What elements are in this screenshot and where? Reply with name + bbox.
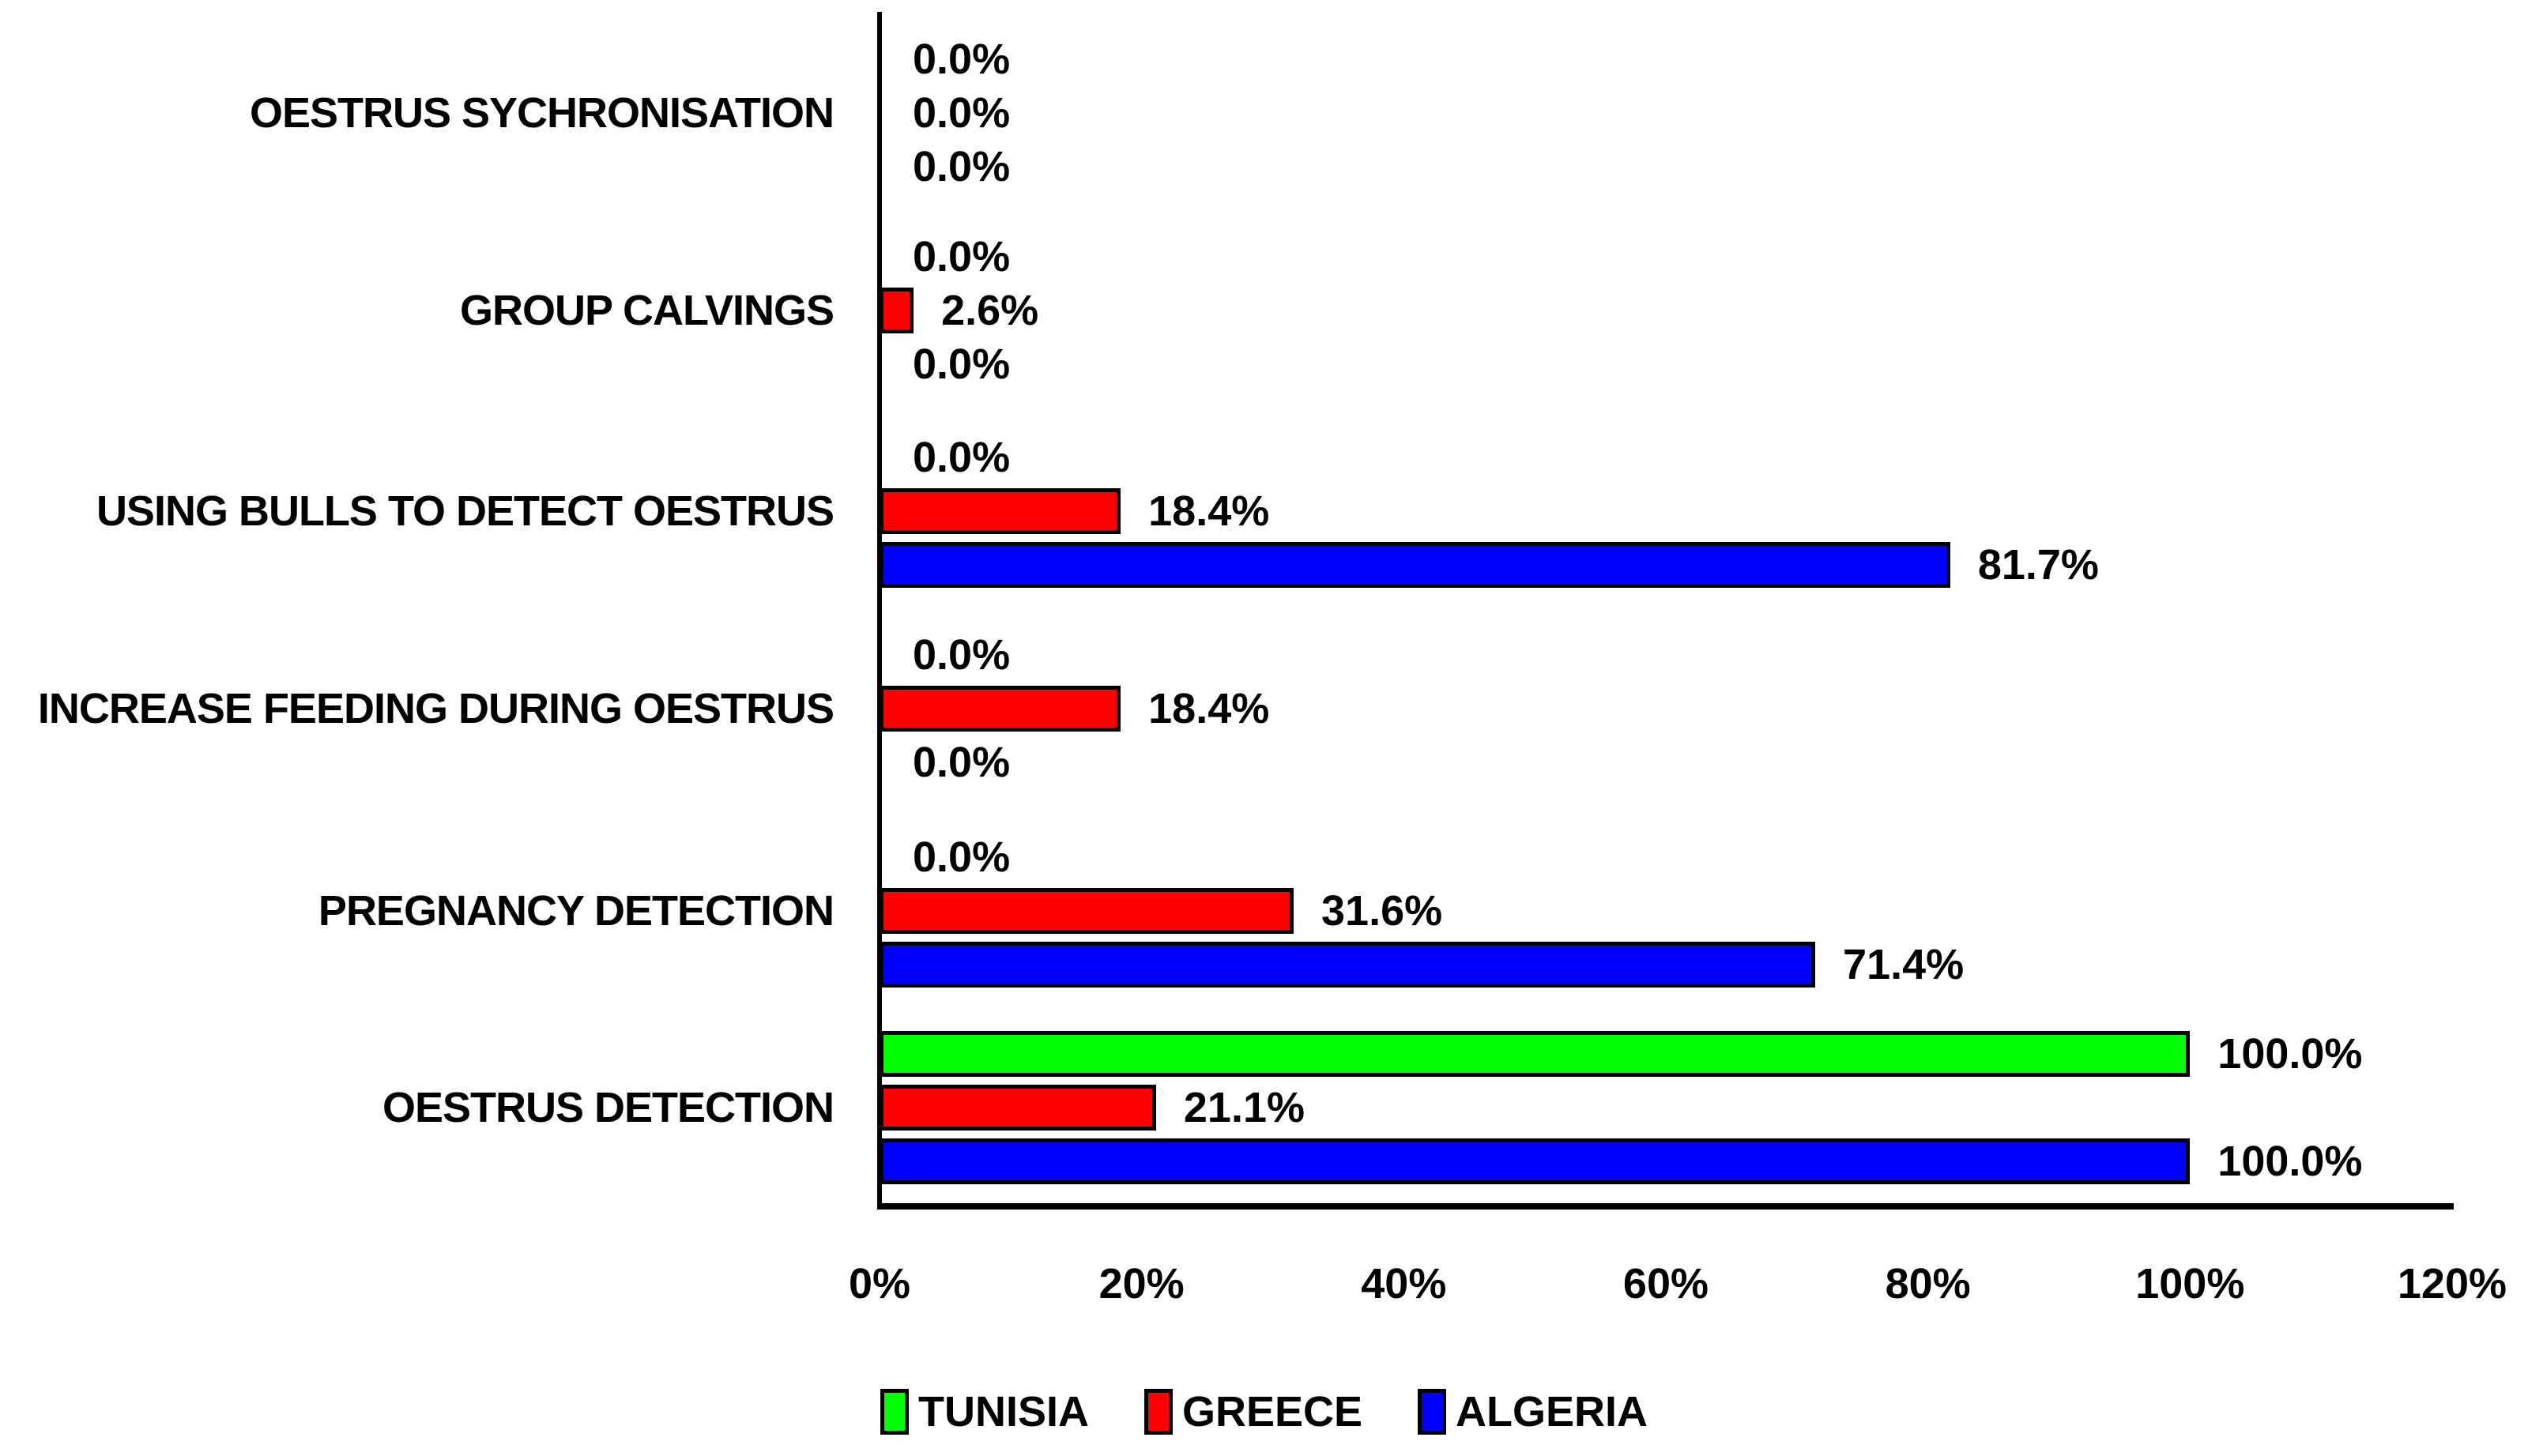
category-label: USING BULLS TO DETECT OESTRUS	[96, 487, 835, 535]
x-tick-label: 80%	[1885, 1260, 1971, 1307]
value-label: 71.4%	[1843, 941, 1965, 988]
value-label: 0.0%	[913, 233, 1011, 280]
value-label: 81.7%	[1977, 541, 2099, 589]
value-label: 100.0%	[2217, 1030, 2363, 1078]
x-tick-label: 100%	[2135, 1260, 2245, 1307]
bar-greece-3	[880, 686, 1121, 732]
bar-greece-4	[880, 888, 1294, 934]
x-tick-label: 120%	[2397, 1260, 2507, 1307]
legend: TUNISIA GREECE ALGERIA	[0, 1386, 2528, 1438]
value-label: 0.0%	[913, 36, 1011, 83]
x-tick-label: 20%	[1098, 1260, 1185, 1307]
value-label: 0.0%	[913, 739, 1011, 786]
value-label: 0.0%	[913, 631, 1011, 679]
bar-algeria-4	[880, 942, 1815, 988]
legend-item-tunisia: TUNISIA	[880, 1386, 1089, 1438]
legend-label: ALGERIA	[1456, 1388, 1648, 1435]
y-axis-line	[877, 12, 882, 1210]
bar-algeria-5	[880, 1138, 2190, 1184]
value-label: 21.1%	[1183, 1084, 1305, 1131]
bar-algeria-2	[880, 542, 1950, 588]
category-label: GROUP CALVINGS	[459, 287, 835, 334]
value-label: 2.6%	[941, 287, 1039, 334]
category-label: OESTRUS DETECTION	[382, 1084, 835, 1131]
value-label: 0.0%	[913, 89, 1011, 137]
x-tick-label: 0%	[848, 1260, 911, 1307]
value-label: 0.0%	[913, 340, 1011, 388]
bar-greece-1	[880, 288, 914, 333]
bar-tunisia-5	[880, 1031, 2190, 1077]
value-label: 100.0%	[2217, 1138, 2363, 1185]
category-label: PREGNANCY DETECTION	[318, 887, 835, 935]
bar-greece-2	[880, 488, 1121, 534]
value-label: 18.4%	[1148, 487, 1270, 535]
value-label: 0.0%	[913, 833, 1011, 881]
legend-item-algeria: ALGERIA	[1418, 1386, 1648, 1438]
category-label: OESTRUS SYCHRONISATION	[249, 89, 835, 137]
legend-label: TUNISIA	[917, 1388, 1089, 1435]
value-label: 0.0%	[913, 143, 1011, 190]
x-axis-line	[877, 1203, 2454, 1210]
legend-item-greece: GREECE	[1143, 1386, 1363, 1438]
value-label: 18.4%	[1148, 685, 1270, 732]
legend-swatch	[1143, 1389, 1173, 1435]
x-tick-label: 60%	[1622, 1260, 1709, 1307]
legend-swatch	[880, 1389, 909, 1435]
bar-greece-5	[880, 1085, 1156, 1131]
x-tick-label: 40%	[1361, 1260, 1447, 1307]
value-label: 31.6%	[1321, 887, 1443, 935]
value-label: 0.0%	[913, 434, 1011, 481]
category-label: INCREASE FEEDING DURING OESTRUS	[37, 685, 835, 732]
legend-label: GREECE	[1181, 1388, 1363, 1435]
legend-swatch	[1418, 1389, 1447, 1435]
